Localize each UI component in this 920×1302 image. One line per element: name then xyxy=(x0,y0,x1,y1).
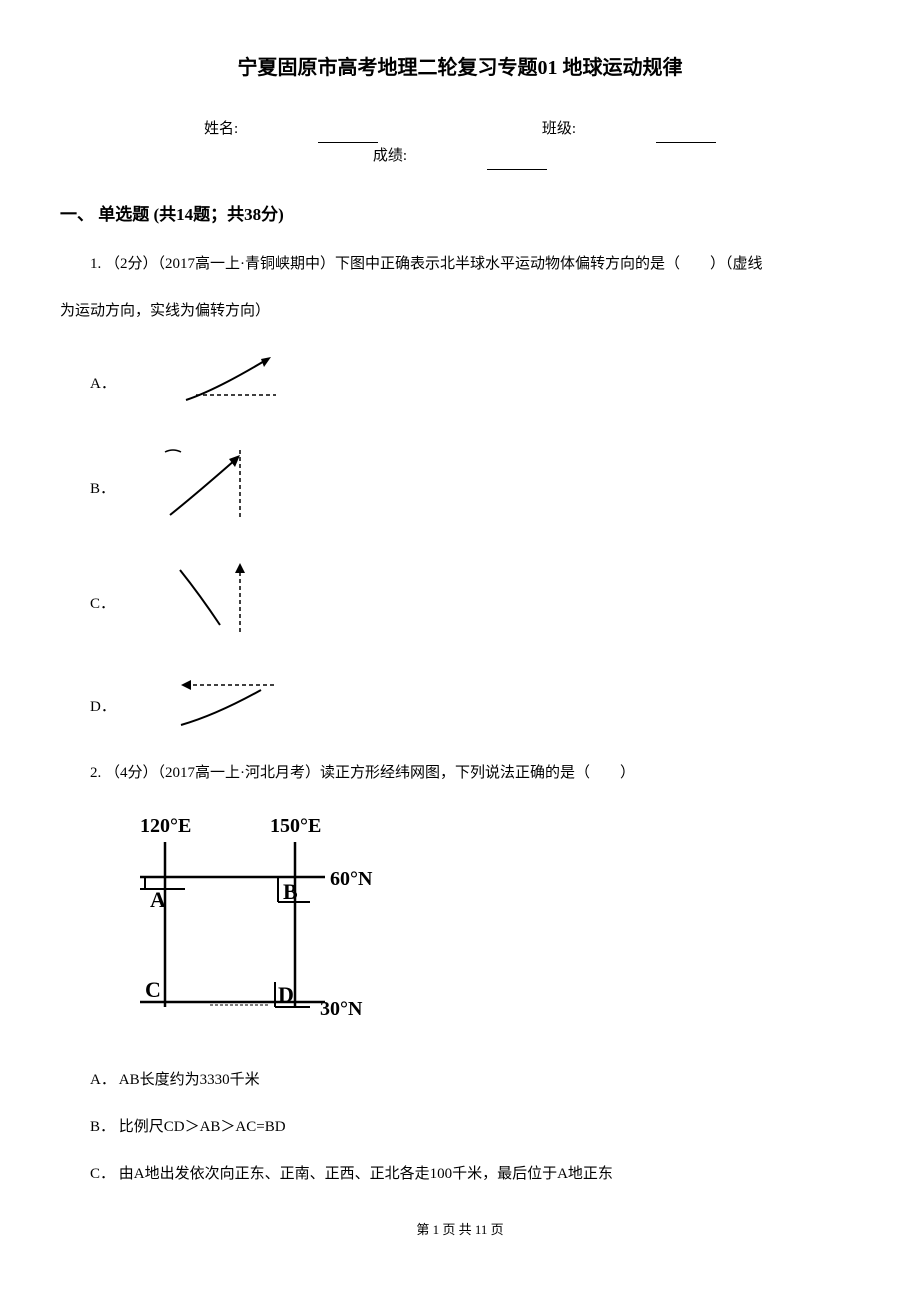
question-2-text: 2. （4分）（2017高一上·河北月考）读正方形经纬网图，下列说法正确的是（ … xyxy=(60,760,860,787)
option-c-label: C． xyxy=(60,591,115,618)
option-a-label: A． xyxy=(60,371,116,398)
q2-option-b: B． 比例尺CD＞AB＞AC=BD xyxy=(60,1114,860,1141)
question-1-text-cont: 为运动方向，实线为偏转方向） xyxy=(60,298,860,325)
deflection-diagram-a xyxy=(126,345,286,425)
page-footer: 第 1 页 共 11 页 xyxy=(60,1218,860,1241)
point-a-label: A xyxy=(150,887,166,912)
deflection-diagram-d xyxy=(126,670,286,745)
lon-label-150e: 150°E xyxy=(270,815,321,837)
deflection-diagram-c xyxy=(125,555,265,655)
section-header: 一、 单选题 (共14题；共38分) xyxy=(60,200,860,231)
info-row: 姓名: 班级: 成绩: xyxy=(60,116,860,170)
score-field: 成绩: xyxy=(333,143,587,170)
page-title: 宁夏固原市高考地理二轮复习专题01 地球运动规律 xyxy=(60,50,860,86)
point-b-label: B xyxy=(283,879,298,904)
question-1-text: 1. （2分）（2017高一上·青铜峡期中）下图中正确表示北半球水平运动物体偏转… xyxy=(60,251,860,278)
option-b-label: B． xyxy=(60,476,115,503)
lon-label-120e: 120°E xyxy=(140,815,191,837)
option-b: B． xyxy=(60,440,860,540)
q2-option-a: A． AB长度约为3330千米 xyxy=(60,1067,860,1094)
option-d-label: D． xyxy=(60,694,116,721)
option-c: C． xyxy=(60,555,860,655)
q2-option-c: C． 由A地出发依次向正东、正南、正西、正北各走100千米，最后位于A地正东 xyxy=(60,1161,860,1188)
lat-label-30n: 30°N xyxy=(320,998,363,1020)
option-a: A． xyxy=(60,345,860,425)
option-d: D． xyxy=(60,670,860,745)
lat-label-60n: 60°N xyxy=(330,868,373,890)
point-d-label: D xyxy=(278,982,294,1007)
class-field: 班级: xyxy=(502,116,756,143)
grid-figure: 120°E 150°E A B 60°N C D 30°N xyxy=(110,807,860,1048)
deflection-diagram-b xyxy=(125,440,265,540)
name-field: 姓名: xyxy=(164,116,418,143)
point-c-label: C xyxy=(145,977,161,1002)
